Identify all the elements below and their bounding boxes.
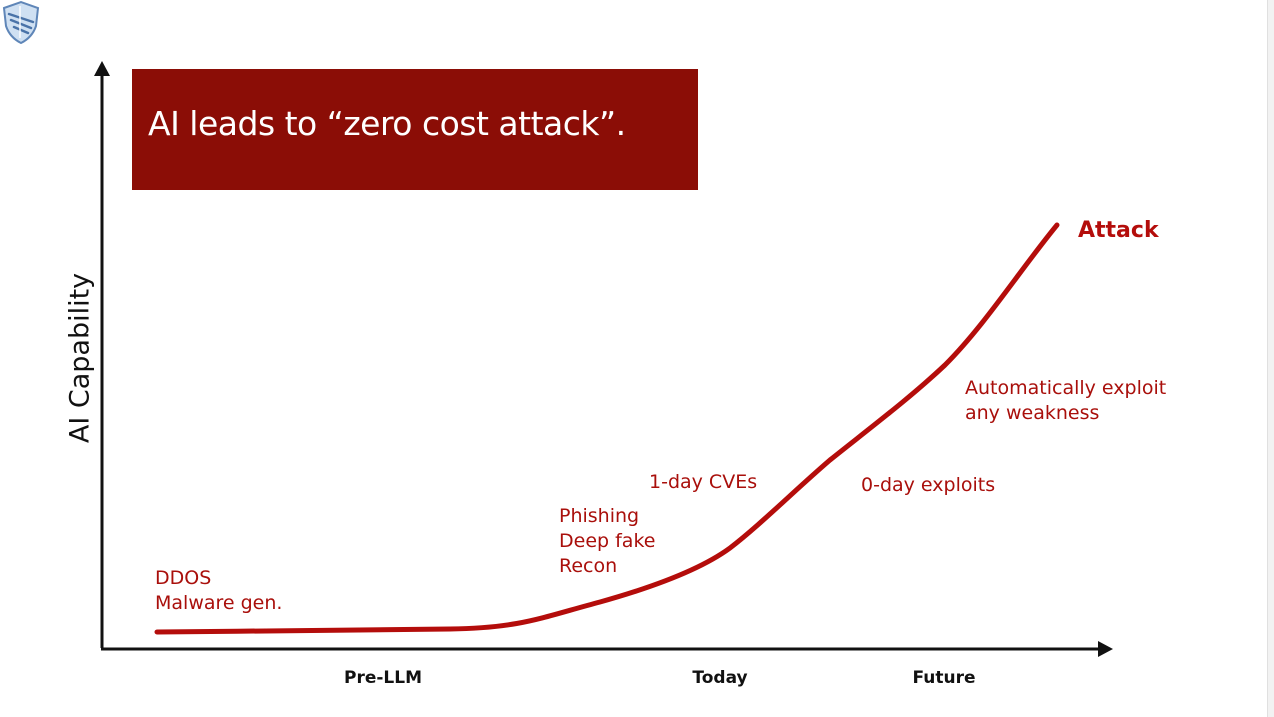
shield-logo-icon: [2, 0, 40, 44]
annotation-pre-llm: DDOS Malware gen.: [155, 566, 282, 616]
annotation-today: 1-day CVEs: [649, 470, 757, 495]
annotation-today-early: Phishing Deep fake Recon: [559, 504, 655, 579]
annotation-line: Deep fake: [559, 530, 656, 552]
x-tick-pre-llm: Pre-LLM: [343, 668, 423, 688]
annotation-line: Malware gen.: [155, 592, 283, 614]
annotation-line: any weakness: [965, 402, 1100, 424]
annotation-future-late: Automatically exploit any weakness: [965, 376, 1166, 426]
x-tick-future: Future: [912, 668, 976, 688]
annotation-line: Phishing: [559, 505, 640, 527]
slide-title: AI leads to “zero cost attack”.: [148, 104, 626, 143]
annotation-future: 0-day exploits: [861, 473, 995, 498]
annotation-line: Recon: [559, 555, 618, 577]
attack-capability-curve: [154, 222, 1060, 635]
x-tick-today: Today: [692, 668, 748, 688]
annotation-line: Automatically exploit: [965, 377, 1167, 399]
annotation-line: 0-day exploits: [861, 474, 996, 496]
annotation-line: 1-day CVEs: [649, 471, 758, 493]
y-axis-label: AI Capability: [64, 272, 96, 444]
y-axis-arrowhead: [94, 61, 110, 76]
x-axis-arrowhead: [1098, 641, 1113, 657]
scrollbar-edge: [1267, 0, 1274, 717]
annotation-line: DDOS: [155, 567, 212, 589]
title-banner: [132, 69, 698, 190]
curve-label-attack: Attack: [1078, 218, 1159, 243]
